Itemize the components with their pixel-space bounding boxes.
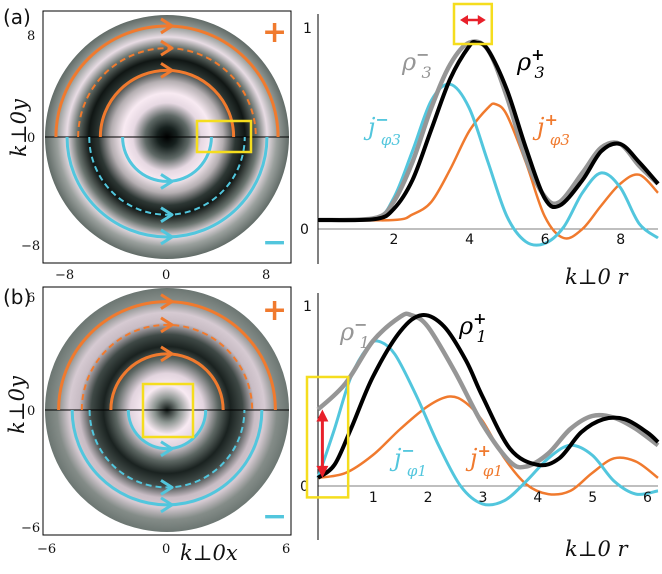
panel-b-frame bbox=[42, 286, 292, 536]
panel-b-plot-xticks: 1 2 3 4 5 6 bbox=[369, 490, 652, 506]
panel-b-orbits bbox=[57, 293, 277, 514]
panel-a-series-3 bbox=[317, 82, 659, 247]
panel-a-label: (a) bbox=[3, 5, 31, 29]
panel-b-lineplot: 1 0 1 2 3 4 5 6 ρ− 1 ρ+ 1 j− φ1 j+ φ1 k⊥0 r bbox=[300, 293, 660, 561]
panel-b-series-3 bbox=[316, 339, 659, 507]
panel-b-xtick-4: 4 bbox=[533, 490, 542, 506]
panel-a-plus-sign: + bbox=[262, 15, 287, 50]
panel-b-xtick-right: 6 bbox=[282, 542, 290, 557]
panel-b-label: (b) bbox=[3, 285, 31, 309]
panel-b-plus-sign: + bbox=[262, 293, 287, 328]
panel-a-minus-sign: − bbox=[262, 225, 287, 260]
panel-a-plot-highlight-box bbox=[452, 2, 494, 46]
panel-a-upper-orbit-2 bbox=[77, 47, 257, 138]
panel-a-plot-x-axis-label: k⊥0 r bbox=[565, 265, 630, 289]
panel-a-y-axis-label: k⊥0y bbox=[7, 98, 31, 157]
panel-b-lower-orbit-arrow-1 bbox=[160, 496, 174, 514]
panel-b-lower-orbit-2 bbox=[88, 409, 246, 489]
panel-a-arrow-head-right bbox=[477, 15, 486, 25]
panel-a-ytick-mid: 0 bbox=[27, 131, 35, 146]
panel-b-lower-orbit-3 bbox=[126, 409, 208, 451]
panel-a-xtick-right: 8 bbox=[262, 268, 270, 283]
panel-a-curves bbox=[317, 39, 660, 247]
panel-b-curves bbox=[316, 311, 660, 507]
panel-a-series-1 bbox=[317, 39, 660, 223]
panel-a-xtick-2: 4 bbox=[465, 232, 474, 248]
panel-a-upper-orbit-1 bbox=[54, 24, 280, 138]
panel-a-series-2 bbox=[317, 39, 660, 223]
panel-b-xtick-1: 1 bbox=[369, 490, 378, 506]
panel-b-plot-ytick-1: 1 bbox=[303, 299, 312, 315]
panel-a-lower-orbit-arrow-1 bbox=[160, 228, 174, 246]
panel-a-xtick-left: −8 bbox=[55, 268, 74, 283]
panel-b-plot-ytick-0: 0 bbox=[300, 479, 309, 495]
panel-b-upper-orbit-3 bbox=[109, 352, 225, 411]
panel-b-minus-sign: − bbox=[262, 499, 287, 534]
panel-b-upper-orbit-1 bbox=[57, 300, 277, 411]
panel-a-xtick-3: 6 bbox=[541, 232, 550, 248]
label-rho1-minus: ρ− 1 bbox=[339, 315, 370, 352]
panel-b-upper-orbit-arrow-2 bbox=[160, 316, 174, 334]
panel-a-series-4 bbox=[317, 102, 659, 240]
label-j3-plus: j+ φ3 bbox=[532, 110, 570, 149]
panel-a-highlight-box bbox=[195, 119, 253, 154]
panel-b-series-2 bbox=[316, 313, 660, 480]
panel-a-plot-xticks: 2 4 6 8 bbox=[390, 232, 626, 248]
label-rho3-plus: ρ+ 3 bbox=[516, 45, 545, 82]
panel-b-heatmap: (b) + − 6 0 −6 −6 0 6 k⊥0y k⊥0x bbox=[3, 285, 292, 565]
panel-a-lineplot: 1 0 2 4 6 8 ρ− 3 ρ+ 3 j− φ3 j+ φ3 k⊥0 r bbox=[300, 2, 660, 289]
panel-a-xtick-4: 8 bbox=[616, 232, 625, 248]
panel-a-red-double-arrow bbox=[460, 15, 486, 25]
panel-a-heatmap: (a) + − 8 0 −8 −8 0 8 k⊥0y bbox=[3, 5, 292, 283]
panel-b-xtick-3: 3 bbox=[479, 490, 488, 506]
label-j3-minus: j− φ3 bbox=[363, 110, 401, 149]
panel-b-upper-orbit-arrow-3 bbox=[160, 345, 174, 363]
label-j1-minus: j− φ1 bbox=[389, 441, 427, 480]
panel-a-orbits bbox=[54, 17, 280, 246]
panel-a-lower-orbit-2 bbox=[88, 136, 246, 216]
panel-a-xtick-mid: 0 bbox=[162, 268, 170, 283]
panel-a-lower-orbit-arrow-2 bbox=[160, 206, 174, 224]
label-rho3-minus: ρ− 3 bbox=[401, 45, 432, 82]
label-rho1-plus: ρ+ 1 bbox=[458, 309, 487, 346]
panel-b-xtick-5: 5 bbox=[588, 490, 597, 506]
panel-b-xtick-6: 6 bbox=[643, 490, 652, 506]
panel-b-ytick-bottom: −6 bbox=[21, 521, 40, 536]
panel-b-red-double-arrow bbox=[316, 409, 329, 478]
panel-b-x-axis-label: k⊥0x bbox=[180, 541, 238, 565]
panel-a-frame bbox=[42, 10, 292, 264]
panel-b-plot-x-axis-label: k⊥0 r bbox=[565, 537, 630, 561]
panel-a-ytick-bottom: −8 bbox=[21, 239, 40, 254]
panel-a-upper-orbit-arrow-3 bbox=[160, 62, 174, 79]
panel-b-upper-orbit-2 bbox=[80, 324, 254, 411]
panel-b-lower-orbit-arrow-3 bbox=[160, 440, 174, 457]
panel-a-plot-ytick-0: 0 bbox=[300, 222, 309, 238]
panel-b-lower-orbit-arrow-2 bbox=[160, 479, 174, 496]
panel-a-lower-orbit-arrow-3 bbox=[160, 173, 174, 190]
panel-b-upper-orbit-arrow-1 bbox=[160, 293, 174, 310]
panel-b-xtick-mid: 0 bbox=[162, 542, 170, 557]
panel-b-lower-orbit-1 bbox=[70, 409, 264, 507]
panel-a-lower-orbit-3 bbox=[121, 136, 213, 183]
label-j1-plus: j+ φ1 bbox=[465, 441, 503, 480]
panel-b-series-1 bbox=[316, 311, 660, 470]
panel-a-lower-orbit-1 bbox=[65, 136, 269, 239]
panel-b-y-axis-label: k⊥0y bbox=[5, 375, 29, 434]
panel-b-xtick-left: −6 bbox=[37, 542, 56, 557]
panel-b-arrow-head-up bbox=[316, 409, 329, 422]
panel-b-plot-highlight-box bbox=[305, 375, 350, 499]
panel-b-highlight-box bbox=[141, 382, 195, 439]
panel-b-arrow-head-down bbox=[316, 465, 329, 478]
panel-a-upper-orbit-arrow-1 bbox=[160, 17, 174, 35]
panel-a-plot-ytick-1: 1 bbox=[303, 21, 312, 37]
panel-b-xtick-2: 2 bbox=[424, 490, 433, 506]
panel-a-arrow-head-left bbox=[460, 15, 468, 25]
panel-a-upper-orbit-3 bbox=[98, 69, 236, 138]
panel-b-ytick-mid: 0 bbox=[27, 404, 35, 419]
panel-a-upper-orbit-arrow-2 bbox=[160, 39, 174, 57]
panel-b-ytick-top: 6 bbox=[27, 291, 35, 306]
panel-a-xtick-1: 2 bbox=[390, 232, 399, 248]
panel-a-ytick-top: 8 bbox=[27, 29, 35, 44]
